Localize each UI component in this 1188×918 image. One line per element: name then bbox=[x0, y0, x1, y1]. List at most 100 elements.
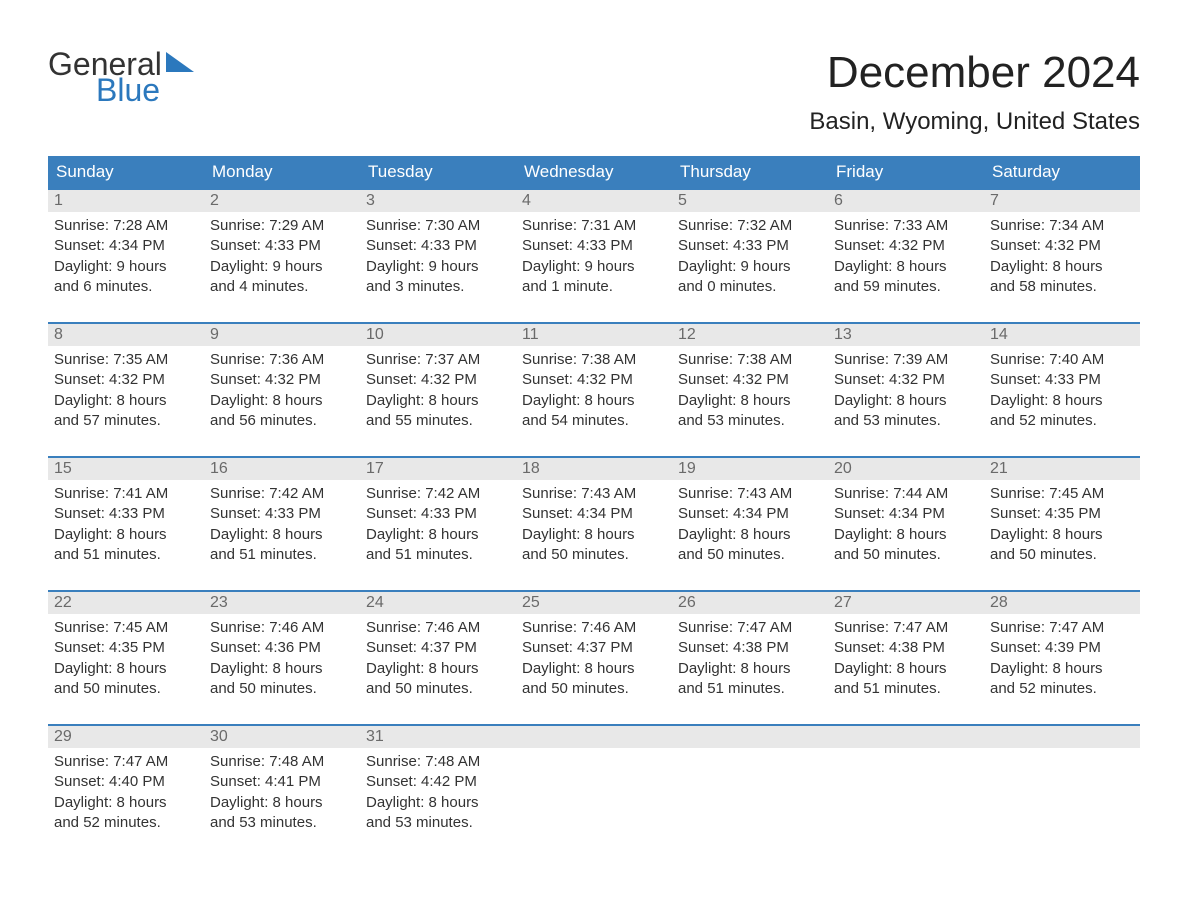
calendar-day-cell: 23Sunrise: 7:46 AMSunset: 4:36 PMDayligh… bbox=[204, 592, 360, 706]
day-sunrise: Sunrise: 7:30 AM bbox=[366, 216, 510, 236]
day-dl2: and 51 minutes. bbox=[210, 545, 354, 565]
logo-text-blue: Blue bbox=[96, 74, 196, 106]
calendar-day-cell: 8Sunrise: 7:35 AMSunset: 4:32 PMDaylight… bbox=[48, 324, 204, 438]
day-dl2: and 50 minutes. bbox=[522, 679, 666, 699]
day-sunrise: Sunrise: 7:35 AM bbox=[54, 350, 198, 370]
day-sunrise: Sunrise: 7:39 AM bbox=[834, 350, 978, 370]
day-sunrise: Sunrise: 7:44 AM bbox=[834, 484, 978, 504]
day-header-cell: Saturday bbox=[984, 156, 1140, 188]
title-block: December 2024 Basin, Wyoming, United Sta… bbox=[809, 48, 1140, 136]
day-sunset: Sunset: 4:32 PM bbox=[366, 370, 510, 390]
day-dl1: Daylight: 8 hours bbox=[210, 793, 354, 813]
calendar-day-cell: 17Sunrise: 7:42 AMSunset: 4:33 PMDayligh… bbox=[360, 458, 516, 572]
day-dl2: and 6 minutes. bbox=[54, 277, 198, 297]
calendar-day-cell: 1Sunrise: 7:28 AMSunset: 4:34 PMDaylight… bbox=[48, 190, 204, 304]
day-sunrise: Sunrise: 7:40 AM bbox=[990, 350, 1134, 370]
day-sunset: Sunset: 4:39 PM bbox=[990, 638, 1134, 658]
calendar-day-cell: 28Sunrise: 7:47 AMSunset: 4:39 PMDayligh… bbox=[984, 592, 1140, 706]
calendar-day-cell: 11Sunrise: 7:38 AMSunset: 4:32 PMDayligh… bbox=[516, 324, 672, 438]
day-number: 5 bbox=[672, 190, 828, 212]
location-text: Basin, Wyoming, United States bbox=[809, 108, 1140, 136]
day-number: 19 bbox=[672, 458, 828, 480]
day-dl2: and 53 minutes. bbox=[678, 411, 822, 431]
calendar-weeks: 1Sunrise: 7:28 AMSunset: 4:34 PMDaylight… bbox=[48, 188, 1140, 840]
day-content: Sunrise: 7:34 AMSunset: 4:32 PMDaylight:… bbox=[984, 212, 1140, 303]
calendar-week: 22Sunrise: 7:45 AMSunset: 4:35 PMDayligh… bbox=[48, 590, 1140, 706]
day-content: Sunrise: 7:48 AMSunset: 4:41 PMDaylight:… bbox=[204, 748, 360, 839]
day-sunset: Sunset: 4:42 PM bbox=[366, 772, 510, 792]
day-sunrise: Sunrise: 7:32 AM bbox=[678, 216, 822, 236]
day-header-cell: Friday bbox=[828, 156, 984, 188]
day-sunset: Sunset: 4:36 PM bbox=[210, 638, 354, 658]
day-dl2: and 57 minutes. bbox=[54, 411, 198, 431]
calendar-day-cell: 31Sunrise: 7:48 AMSunset: 4:42 PMDayligh… bbox=[360, 726, 516, 840]
day-sunset: Sunset: 4:37 PM bbox=[366, 638, 510, 658]
day-sunrise: Sunrise: 7:36 AM bbox=[210, 350, 354, 370]
day-sunset: Sunset: 4:35 PM bbox=[990, 504, 1134, 524]
day-number: 11 bbox=[516, 324, 672, 346]
day-dl1: Daylight: 8 hours bbox=[678, 391, 822, 411]
day-number: 24 bbox=[360, 592, 516, 614]
day-content: Sunrise: 7:45 AMSunset: 4:35 PMDaylight:… bbox=[984, 480, 1140, 571]
day-dl2: and 53 minutes. bbox=[210, 813, 354, 833]
day-number: 12 bbox=[672, 324, 828, 346]
day-sunset: Sunset: 4:37 PM bbox=[522, 638, 666, 658]
day-dl1: Daylight: 8 hours bbox=[54, 793, 198, 813]
calendar-day-cell: 15Sunrise: 7:41 AMSunset: 4:33 PMDayligh… bbox=[48, 458, 204, 572]
calendar-week: 8Sunrise: 7:35 AMSunset: 4:32 PMDaylight… bbox=[48, 322, 1140, 438]
day-dl2: and 50 minutes. bbox=[366, 679, 510, 699]
calendar: SundayMondayTuesdayWednesdayThursdayFrid… bbox=[48, 156, 1140, 840]
day-header-cell: Thursday bbox=[672, 156, 828, 188]
day-content: Sunrise: 7:43 AMSunset: 4:34 PMDaylight:… bbox=[516, 480, 672, 571]
day-sunrise: Sunrise: 7:47 AM bbox=[990, 618, 1134, 638]
day-dl2: and 52 minutes. bbox=[54, 813, 198, 833]
day-content: Sunrise: 7:40 AMSunset: 4:33 PMDaylight:… bbox=[984, 346, 1140, 437]
day-dl1: Daylight: 8 hours bbox=[522, 659, 666, 679]
calendar-week: 15Sunrise: 7:41 AMSunset: 4:33 PMDayligh… bbox=[48, 456, 1140, 572]
day-dl1: Daylight: 8 hours bbox=[210, 659, 354, 679]
day-sunset: Sunset: 4:38 PM bbox=[678, 638, 822, 658]
day-content: Sunrise: 7:38 AMSunset: 4:32 PMDaylight:… bbox=[672, 346, 828, 437]
day-sunrise: Sunrise: 7:37 AM bbox=[366, 350, 510, 370]
day-content: Sunrise: 7:32 AMSunset: 4:33 PMDaylight:… bbox=[672, 212, 828, 303]
day-sunset: Sunset: 4:33 PM bbox=[210, 504, 354, 524]
day-number: 28 bbox=[984, 592, 1140, 614]
day-sunset: Sunset: 4:41 PM bbox=[210, 772, 354, 792]
calendar-day-cell: 13Sunrise: 7:39 AMSunset: 4:32 PMDayligh… bbox=[828, 324, 984, 438]
day-number: 3 bbox=[360, 190, 516, 212]
calendar-day-cell bbox=[828, 726, 984, 840]
day-content: Sunrise: 7:42 AMSunset: 4:33 PMDaylight:… bbox=[360, 480, 516, 571]
month-title: December 2024 bbox=[809, 48, 1140, 98]
day-number: 2 bbox=[204, 190, 360, 212]
calendar-day-cell: 16Sunrise: 7:42 AMSunset: 4:33 PMDayligh… bbox=[204, 458, 360, 572]
day-number: 17 bbox=[360, 458, 516, 480]
calendar-day-cell: 22Sunrise: 7:45 AMSunset: 4:35 PMDayligh… bbox=[48, 592, 204, 706]
day-dl1: Daylight: 8 hours bbox=[54, 525, 198, 545]
calendar-day-cell bbox=[516, 726, 672, 840]
day-number-empty bbox=[828, 726, 984, 748]
day-dl1: Daylight: 8 hours bbox=[834, 391, 978, 411]
day-sunset: Sunset: 4:33 PM bbox=[210, 236, 354, 256]
day-dl1: Daylight: 8 hours bbox=[834, 525, 978, 545]
day-dl2: and 53 minutes. bbox=[366, 813, 510, 833]
day-content: Sunrise: 7:47 AMSunset: 4:38 PMDaylight:… bbox=[828, 614, 984, 705]
day-sunrise: Sunrise: 7:47 AM bbox=[834, 618, 978, 638]
day-dl2: and 59 minutes. bbox=[834, 277, 978, 297]
calendar-day-cell: 4Sunrise: 7:31 AMSunset: 4:33 PMDaylight… bbox=[516, 190, 672, 304]
day-sunrise: Sunrise: 7:42 AM bbox=[210, 484, 354, 504]
day-dl2: and 50 minutes. bbox=[678, 545, 822, 565]
day-dl2: and 51 minutes. bbox=[366, 545, 510, 565]
day-number: 10 bbox=[360, 324, 516, 346]
day-sunset: Sunset: 4:32 PM bbox=[834, 370, 978, 390]
day-dl2: and 52 minutes. bbox=[990, 679, 1134, 699]
calendar-day-cell: 6Sunrise: 7:33 AMSunset: 4:32 PMDaylight… bbox=[828, 190, 984, 304]
day-dl2: and 50 minutes. bbox=[522, 545, 666, 565]
day-sunrise: Sunrise: 7:38 AM bbox=[678, 350, 822, 370]
day-sunset: Sunset: 4:32 PM bbox=[990, 236, 1134, 256]
day-content: Sunrise: 7:35 AMSunset: 4:32 PMDaylight:… bbox=[48, 346, 204, 437]
day-sunrise: Sunrise: 7:29 AM bbox=[210, 216, 354, 236]
day-dl1: Daylight: 8 hours bbox=[678, 525, 822, 545]
day-dl1: Daylight: 8 hours bbox=[54, 659, 198, 679]
day-sunrise: Sunrise: 7:45 AM bbox=[54, 618, 198, 638]
day-number: 23 bbox=[204, 592, 360, 614]
